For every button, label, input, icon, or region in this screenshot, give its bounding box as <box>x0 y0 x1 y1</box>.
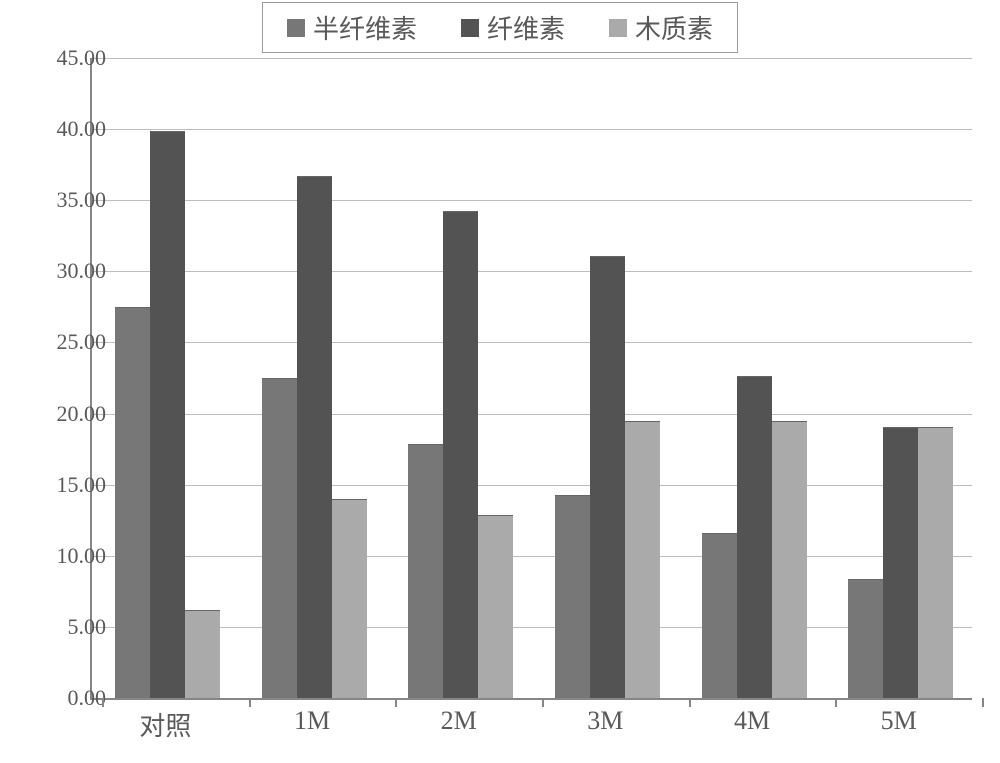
legend-item: 半纤维素 <box>287 9 417 46</box>
bar <box>115 307 150 698</box>
x-tick-label: 4M <box>734 706 770 736</box>
legend-item: 木质素 <box>609 9 713 46</box>
bar <box>702 533 737 698</box>
bar-group <box>555 256 660 698</box>
gridline <box>92 58 972 59</box>
y-tick-label: 15.00 <box>57 472 107 498</box>
bar <box>443 211 478 698</box>
x-tick-mark <box>982 698 984 707</box>
gridline <box>92 271 972 272</box>
bar <box>737 376 772 698</box>
bar-chart: 半纤维素 纤维素 木质素 0.00 5.00 10.00 15.00 20.00 25.00 3… <box>0 0 1000 763</box>
y-tick-label: 30.00 <box>57 258 107 284</box>
bar <box>625 421 660 698</box>
legend-swatch <box>287 19 305 37</box>
y-tick-label: 20.00 <box>57 401 107 427</box>
y-tick-label: 10.00 <box>57 543 107 569</box>
gridline <box>92 342 972 343</box>
legend-label: 纤维素 <box>487 9 565 46</box>
y-tick-label: 35.00 <box>57 187 107 213</box>
legend-swatch <box>609 19 627 37</box>
y-tick-label: 5.00 <box>68 614 107 640</box>
bar <box>297 176 332 698</box>
bar-group <box>848 427 953 698</box>
x-tick-label: 3M <box>587 706 623 736</box>
bar <box>262 378 297 698</box>
bar-group <box>115 131 220 698</box>
x-tick-mark <box>395 698 397 707</box>
bar <box>478 515 513 698</box>
bar-group <box>408 211 513 698</box>
legend-label: 木质素 <box>635 9 713 46</box>
y-tick-label: 0.00 <box>68 685 107 711</box>
gridline <box>92 485 972 486</box>
x-tick-label: 2M <box>441 706 477 736</box>
gridline <box>92 200 972 201</box>
x-tick-mark <box>542 698 544 707</box>
x-tick-label: 1M <box>294 706 330 736</box>
bar <box>590 256 625 698</box>
x-tick-label: 对照 <box>139 706 191 743</box>
y-tick-label: 25.00 <box>57 329 107 355</box>
bar <box>332 499 367 698</box>
gridline <box>92 129 972 130</box>
bar <box>408 444 443 698</box>
y-tick-label: 40.00 <box>57 116 107 142</box>
bar <box>772 421 807 698</box>
x-tick-label: 5M <box>881 706 917 736</box>
legend: 半纤维素 纤维素 木质素 <box>262 2 738 53</box>
x-tick-mark <box>835 698 837 707</box>
x-tick-mark <box>249 698 251 707</box>
y-tick-label: 45.00 <box>57 45 107 71</box>
gridline <box>92 627 972 628</box>
x-tick-mark <box>689 698 691 707</box>
bar <box>150 131 185 698</box>
bar <box>185 610 220 698</box>
bar <box>918 427 953 698</box>
bar <box>555 495 590 698</box>
bar-group <box>702 376 807 698</box>
legend-item: 纤维素 <box>461 9 565 46</box>
plot-area <box>90 58 972 700</box>
legend-label: 半纤维素 <box>313 9 417 46</box>
gridline <box>92 414 972 415</box>
x-tick-mark <box>102 698 104 707</box>
bar <box>848 579 883 698</box>
bar-group <box>262 176 367 698</box>
gridline <box>92 556 972 557</box>
legend-swatch <box>461 19 479 37</box>
bar <box>883 427 918 698</box>
